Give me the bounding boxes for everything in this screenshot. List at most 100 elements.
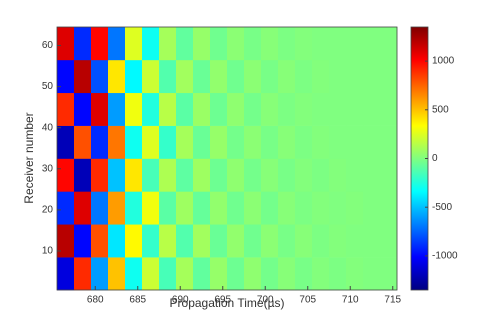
heatmap-cell	[244, 224, 262, 258]
heatmap-cell	[108, 191, 126, 225]
heatmap-cell	[176, 59, 194, 94]
heatmap-cell	[193, 191, 211, 225]
heatmap-cell	[295, 224, 313, 258]
x-axis-label: Propagation Time(µs)	[170, 296, 285, 310]
heatmap-cell	[125, 59, 143, 94]
heatmap-cell	[91, 191, 109, 225]
heatmap-cell	[142, 92, 160, 126]
heatmap-cell	[295, 92, 313, 126]
heatmap-cell	[74, 59, 92, 94]
heatmap-cell	[108, 92, 126, 126]
heatmap-cell	[295, 125, 313, 159]
heatmap-cell	[278, 27, 296, 61]
heatmap-cell	[346, 191, 364, 225]
heatmap-cell	[363, 125, 381, 159]
heatmap-cell	[176, 191, 194, 225]
heatmap-cell	[380, 125, 398, 159]
heatmap-cell	[159, 191, 177, 225]
heatmap-cell	[176, 125, 194, 159]
heatmap-cell	[74, 191, 92, 225]
heatmap-cell	[312, 59, 330, 94]
heatmap-cell	[278, 191, 296, 225]
heatmap-cell	[261, 257, 279, 291]
heatmap-cell	[193, 224, 211, 258]
heatmap-cell	[159, 59, 177, 94]
heatmap-cell	[261, 224, 279, 258]
heatmap-cell	[295, 158, 313, 192]
heatmap-cell	[74, 92, 92, 126]
heatmap-cell	[193, 27, 211, 61]
heatmap-cell	[210, 27, 228, 61]
heatmap-cell	[278, 224, 296, 258]
heatmap-cell	[244, 191, 262, 225]
heatmap-cell	[142, 125, 160, 159]
heatmap-cell	[210, 257, 228, 291]
heatmap-cell	[278, 92, 296, 126]
heatmap-cell	[74, 27, 92, 61]
heatmap-cell	[278, 257, 296, 291]
heatmap-cell	[57, 224, 75, 258]
heatmap-cell	[363, 92, 381, 126]
heatmap-cell	[125, 224, 143, 258]
colorbar-tick-label: 500	[432, 104, 449, 115]
heatmap-cell	[261, 27, 279, 61]
heatmap-cell	[210, 158, 228, 192]
heatmap-cell	[57, 125, 75, 159]
heatmap-cell	[142, 59, 160, 94]
y-axis-label: Receiver number	[22, 112, 36, 203]
heatmap-cell	[57, 191, 75, 225]
heatmap-cell	[108, 224, 126, 258]
heatmap-cell	[193, 92, 211, 126]
heatmap-cell	[346, 158, 364, 192]
x-tick-label: 715	[384, 295, 401, 306]
heatmap-cell	[57, 158, 75, 192]
heatmap-cell	[244, 125, 262, 159]
heatmap-cell	[108, 59, 126, 94]
heatmap-cell	[193, 257, 211, 291]
heatmap-cell	[91, 27, 109, 61]
heatmap-cell	[142, 158, 160, 192]
heatmap-cell	[74, 224, 92, 258]
heatmap-cell	[329, 257, 347, 291]
heatmap-cell	[210, 125, 228, 159]
heatmap-cell	[380, 92, 398, 126]
heatmap-cell	[176, 92, 194, 126]
heatmap-cell	[227, 125, 245, 159]
heatmap-cell	[159, 224, 177, 258]
heatmap-cell	[312, 224, 330, 258]
plot-frame	[56, 26, 398, 291]
x-tick-label: 695	[214, 295, 231, 306]
heatmap-cell	[193, 59, 211, 94]
heatmap-cell	[244, 92, 262, 126]
heatmap-cell	[227, 92, 245, 126]
heatmap-cell	[329, 125, 347, 159]
heatmap-cell	[346, 257, 364, 291]
heatmap-cell	[108, 125, 126, 159]
heatmap-cell	[261, 158, 279, 192]
heatmap-cell	[278, 125, 296, 159]
heatmap-cell	[108, 257, 126, 291]
heatmap-cell	[159, 257, 177, 291]
heatmap-cell	[261, 125, 279, 159]
heatmap-cell	[261, 92, 279, 126]
heatmap-cell	[57, 257, 75, 291]
heatmap-cell	[57, 59, 75, 94]
heatmap-cell	[227, 27, 245, 61]
heatmap-cell	[346, 59, 364, 94]
heatmap-cell	[329, 158, 347, 192]
heatmap-cell	[74, 158, 92, 192]
colorbar-tick-label: -1000	[432, 251, 458, 262]
heatmap-cell	[125, 191, 143, 225]
heatmap-cell	[380, 27, 398, 61]
y-tick-label: 10	[42, 246, 54, 257]
heatmap-cell	[380, 59, 398, 94]
heatmap-cell	[329, 59, 347, 94]
heatmap-cell	[210, 191, 228, 225]
heatmap-cell	[380, 224, 398, 258]
heatmap-cell	[244, 59, 262, 94]
heatmap-cell	[91, 92, 109, 126]
heatmap-cell	[380, 257, 398, 291]
heatmap-cell	[380, 191, 398, 225]
heatmap-cell	[244, 158, 262, 192]
heatmap-cell	[108, 27, 126, 61]
